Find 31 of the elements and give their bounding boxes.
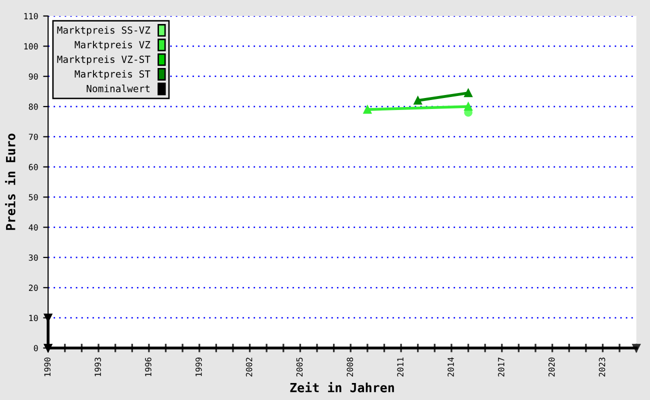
x-axis-title: Zeit in Jahren (290, 382, 394, 392)
legend-label: Marktpreis SS-VZ (57, 26, 150, 36)
x-tick-label: 2014 (448, 357, 454, 376)
y-tick-label: 60 (28, 164, 38, 170)
x-tick-label: 2005 (296, 358, 303, 376)
x-tick-label: 1993 (94, 358, 101, 376)
x-tick-label: 2023 (598, 358, 606, 376)
y-tick-label: 20 (28, 284, 38, 291)
x-tick-label: 2017 (498, 358, 504, 376)
y-tick-label: 100 (24, 43, 38, 50)
x-tick-label: 1999 (196, 358, 202, 376)
y-tick-label: 110 (24, 13, 38, 20)
x-tick-label: 2020 (548, 358, 555, 376)
y-tick-label: 30 (28, 254, 38, 261)
y-tick-label: 0 (34, 345, 38, 352)
y-tick-label: 40 (28, 224, 38, 231)
y-tick-label: 10 (29, 314, 38, 322)
x-tick-label: 2011 (397, 358, 404, 376)
y-tick-label: 80 (28, 104, 38, 110)
x-tick-label: 2008 (346, 358, 354, 376)
y-axis-title: Preis in Euro (5, 134, 16, 230)
y-tick-label: 50 (28, 194, 38, 200)
x-tick-label: 1996 (145, 358, 152, 376)
x-tick-label: 1990 (44, 358, 51, 376)
legend-label: Nominalwert (86, 84, 150, 92)
x-tick-label: 2002 (246, 358, 252, 376)
legend-label: Marktpreis ST (74, 70, 150, 80)
legend-label: Marktpreis VZ (74, 40, 150, 50)
y-tick-label: 90 (28, 73, 38, 80)
legend-label: Marktpreis VZ-ST (57, 55, 150, 65)
y-tick-label: 70 (28, 134, 38, 140)
